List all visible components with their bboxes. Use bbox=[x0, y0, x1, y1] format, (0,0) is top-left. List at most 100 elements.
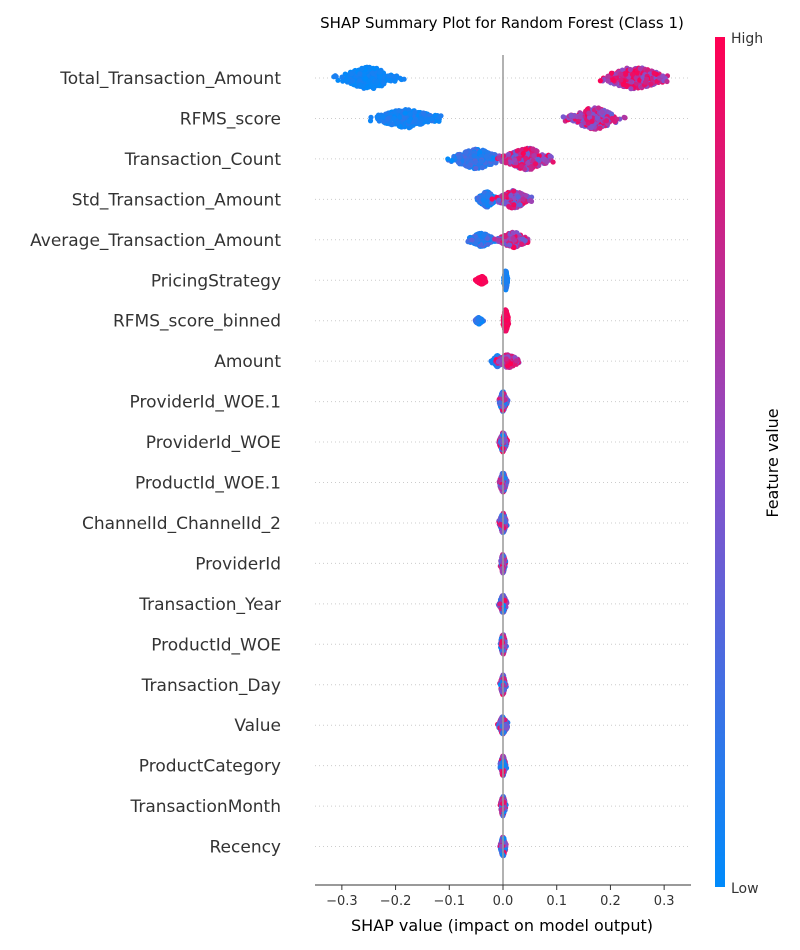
shap-point bbox=[445, 156, 451, 162]
shap-point bbox=[595, 105, 602, 111]
shap-point bbox=[544, 159, 550, 165]
shap-point bbox=[594, 115, 600, 121]
shap-point bbox=[478, 158, 484, 165]
shap-point bbox=[386, 73, 392, 79]
shap-point bbox=[589, 118, 595, 124]
shap-point bbox=[523, 155, 529, 161]
shap-point bbox=[516, 155, 522, 162]
shap-point bbox=[380, 114, 386, 120]
shap-point bbox=[391, 115, 397, 121]
shap-point bbox=[374, 114, 380, 120]
shap-point bbox=[420, 110, 426, 116]
shap-point bbox=[547, 153, 553, 159]
shap-point bbox=[522, 238, 528, 244]
shap-point bbox=[535, 156, 541, 163]
shap-point bbox=[357, 82, 363, 88]
shap-point bbox=[617, 71, 624, 77]
shap-point bbox=[597, 78, 603, 84]
shap-point bbox=[627, 66, 633, 73]
shap-point bbox=[586, 110, 592, 116]
shap-point bbox=[412, 109, 418, 115]
shap-point bbox=[610, 77, 616, 83]
shap-point bbox=[528, 166, 535, 172]
shap-point bbox=[373, 79, 380, 85]
shap-point bbox=[499, 528, 505, 535]
shap-point bbox=[370, 85, 377, 91]
shap-point bbox=[333, 73, 339, 80]
shap-point bbox=[532, 161, 539, 167]
shap-point bbox=[389, 121, 396, 127]
shap-point bbox=[397, 123, 403, 130]
shap-point bbox=[416, 119, 423, 126]
shap-point bbox=[510, 188, 517, 194]
shap-point bbox=[628, 79, 634, 85]
shap-point bbox=[608, 111, 615, 118]
shap-point bbox=[396, 107, 402, 114]
shap-point bbox=[603, 118, 610, 124]
shap-point bbox=[560, 114, 566, 120]
shap-point bbox=[531, 153, 537, 159]
shap-point bbox=[520, 150, 526, 157]
shap-point bbox=[481, 232, 487, 238]
shap-point bbox=[660, 73, 666, 79]
shap-point bbox=[469, 237, 475, 243]
shap-point bbox=[510, 230, 516, 236]
shap-point bbox=[356, 78, 363, 84]
shap-point bbox=[475, 317, 481, 323]
shap-point bbox=[525, 160, 531, 166]
shap-point bbox=[511, 157, 518, 163]
shap-point bbox=[456, 154, 462, 161]
shap-point bbox=[510, 235, 516, 241]
shap-point bbox=[495, 358, 502, 365]
shap-point bbox=[386, 77, 392, 83]
shap-point bbox=[495, 237, 501, 243]
shap-point bbox=[481, 276, 488, 283]
shap-point bbox=[623, 71, 629, 77]
shap-point bbox=[392, 78, 398, 84]
shap-point bbox=[597, 125, 603, 131]
shap-point bbox=[436, 118, 442, 124]
shap-point bbox=[345, 77, 351, 83]
shap-point bbox=[501, 436, 507, 442]
shap-point bbox=[629, 71, 636, 78]
shap-point bbox=[634, 70, 640, 76]
shap-point bbox=[506, 203, 512, 210]
shap-point bbox=[503, 356, 509, 362]
shap-point bbox=[493, 160, 499, 166]
shap-point bbox=[465, 163, 471, 170]
shap-point bbox=[485, 192, 491, 198]
shap-point bbox=[586, 114, 593, 120]
shap-point bbox=[397, 114, 403, 120]
shap-point bbox=[501, 194, 507, 200]
shap-point bbox=[505, 151, 512, 157]
shap-point bbox=[499, 565, 505, 572]
shap-point bbox=[407, 111, 413, 117]
shap-point bbox=[637, 66, 643, 72]
shap-point bbox=[475, 237, 481, 243]
shap-point bbox=[449, 157, 455, 164]
shap-point bbox=[357, 71, 363, 77]
shap-point bbox=[605, 78, 611, 84]
shap-point bbox=[504, 363, 511, 369]
shap-point bbox=[504, 317, 510, 323]
shap-point bbox=[628, 86, 634, 92]
shap-point bbox=[438, 113, 444, 119]
shap-point bbox=[518, 163, 525, 169]
shap-point bbox=[402, 110, 408, 116]
shap-point bbox=[376, 118, 382, 124]
shap-point bbox=[483, 153, 490, 159]
shap-point bbox=[362, 75, 369, 82]
shap-point bbox=[511, 202, 517, 208]
shap-point bbox=[479, 165, 486, 171]
shap-point bbox=[503, 160, 509, 166]
shap-point bbox=[599, 109, 605, 115]
shap-point bbox=[361, 71, 367, 77]
shap-point bbox=[642, 79, 648, 85]
shap-point bbox=[428, 116, 435, 122]
shap-point bbox=[511, 244, 517, 251]
shap-point bbox=[577, 114, 583, 120]
shap-point bbox=[463, 149, 469, 155]
shap-point bbox=[377, 74, 383, 80]
shap-point bbox=[348, 71, 355, 77]
